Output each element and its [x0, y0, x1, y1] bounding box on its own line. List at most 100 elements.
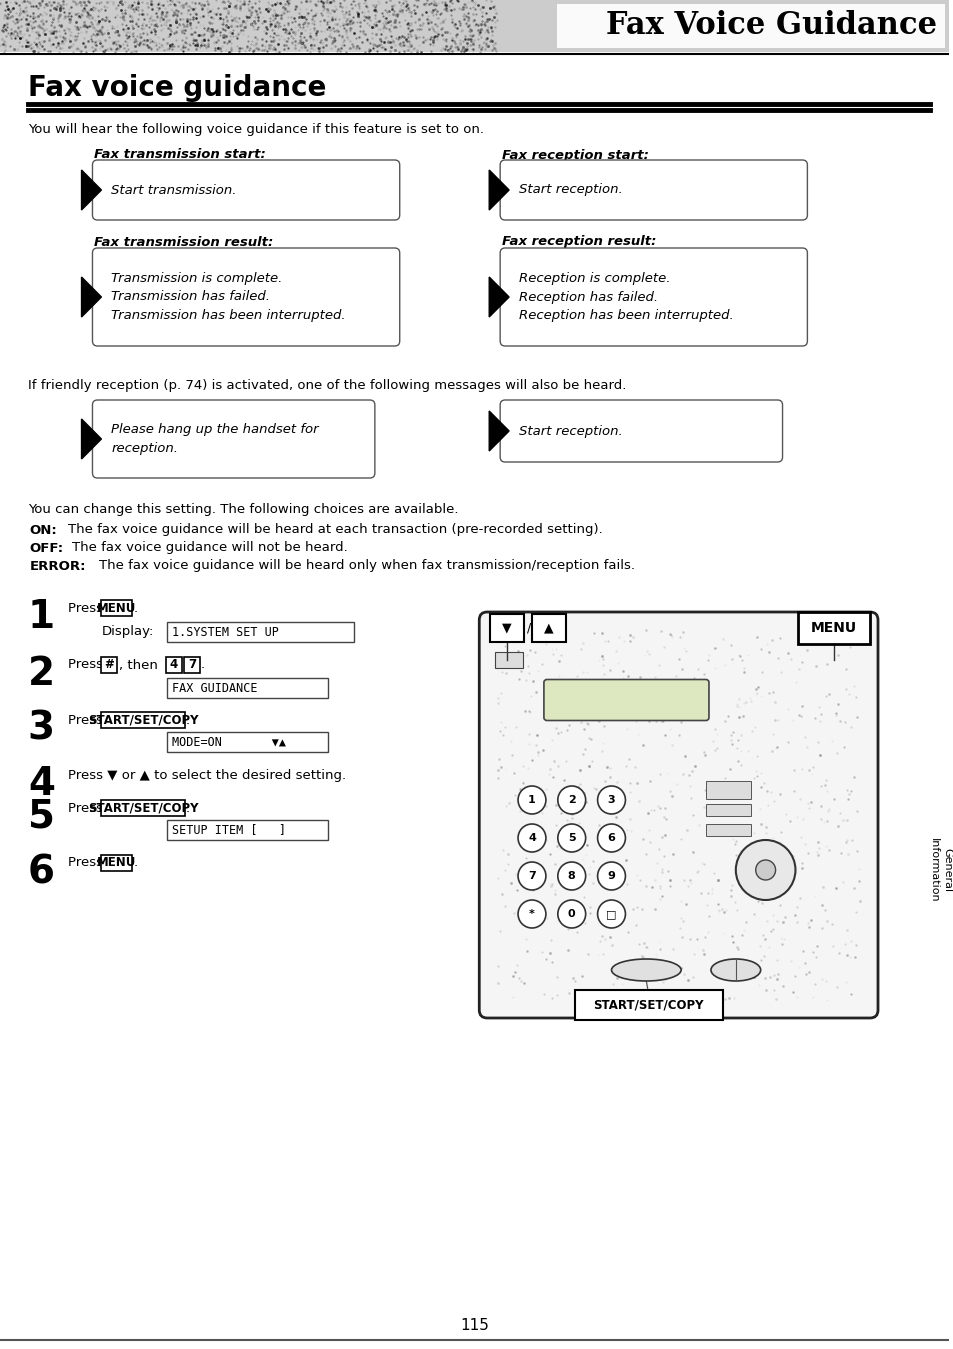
Text: 1: 1 — [528, 795, 536, 805]
Bar — [705, 824, 750, 836]
Text: .: . — [186, 714, 190, 727]
Text: 3: 3 — [28, 710, 55, 747]
Text: START/SET/COPY: START/SET/COPY — [88, 714, 198, 727]
Text: The fax voice guidance will be heard at each transaction (pre-recorded setting).: The fax voice guidance will be heard at … — [68, 523, 601, 537]
Polygon shape — [81, 170, 101, 210]
Text: *: * — [529, 909, 535, 919]
Bar — [705, 781, 750, 799]
Bar — [705, 804, 750, 816]
Text: Start reception.: Start reception. — [518, 183, 622, 197]
Polygon shape — [81, 277, 101, 317]
Text: ERROR:: ERROR: — [30, 560, 86, 572]
FancyBboxPatch shape — [92, 248, 399, 345]
Circle shape — [755, 861, 775, 880]
Text: 8: 8 — [567, 871, 575, 881]
Text: Press: Press — [68, 857, 107, 870]
Text: START/SET/COPY: START/SET/COPY — [88, 801, 198, 815]
Text: 4: 4 — [527, 832, 536, 843]
FancyBboxPatch shape — [499, 401, 781, 461]
FancyBboxPatch shape — [101, 600, 132, 616]
Circle shape — [517, 900, 545, 928]
Text: 2: 2 — [28, 656, 55, 693]
Text: The fax voice guidance will be heard only when fax transmission/reception fails.: The fax voice guidance will be heard onl… — [99, 560, 635, 572]
Text: Start reception.: Start reception. — [518, 425, 622, 437]
Text: Fax voice guidance: Fax voice guidance — [28, 74, 326, 103]
Text: 7: 7 — [528, 871, 536, 881]
Text: General
Information: General Information — [928, 838, 951, 902]
Text: ▼: ▼ — [502, 622, 512, 634]
Text: 9: 9 — [607, 871, 615, 881]
Text: Start transmission.: Start transmission. — [112, 183, 236, 197]
Polygon shape — [81, 420, 101, 459]
Circle shape — [517, 786, 545, 813]
Text: FAX GUIDANCE: FAX GUIDANCE — [172, 681, 257, 695]
Text: .: . — [186, 801, 190, 815]
Text: .: . — [133, 602, 137, 615]
FancyBboxPatch shape — [101, 657, 116, 673]
Text: MENU: MENU — [97, 857, 136, 870]
Circle shape — [517, 824, 545, 853]
Text: Fax transmission start:: Fax transmission start: — [94, 148, 266, 162]
Text: 0: 0 — [567, 909, 575, 919]
FancyBboxPatch shape — [101, 800, 185, 816]
Circle shape — [517, 862, 545, 890]
Text: 6: 6 — [607, 832, 615, 843]
Text: The fax voice guidance will not be heard.: The fax voice guidance will not be heard… — [71, 541, 347, 554]
Text: 6: 6 — [28, 853, 54, 890]
FancyBboxPatch shape — [167, 622, 354, 642]
Text: 5: 5 — [28, 799, 54, 836]
FancyBboxPatch shape — [490, 614, 523, 642]
Circle shape — [735, 840, 795, 900]
Text: Press: Press — [68, 658, 107, 672]
FancyBboxPatch shape — [532, 614, 565, 642]
Circle shape — [558, 824, 585, 853]
Bar — [557, 4, 943, 49]
Ellipse shape — [710, 959, 760, 981]
Polygon shape — [489, 411, 509, 451]
FancyBboxPatch shape — [167, 820, 328, 840]
Text: Press: Press — [68, 602, 107, 615]
Circle shape — [558, 786, 585, 813]
Text: Reception is complete.
Reception has failed.
Reception has been interrupted.: Reception is complete. Reception has fai… — [518, 272, 733, 322]
Text: ON:: ON: — [30, 523, 57, 537]
Text: 1.SYSTEM SET UP: 1.SYSTEM SET UP — [172, 626, 278, 638]
Text: If friendly reception (p. 74) is activated, one of the following messages will a: If friendly reception (p. 74) is activat… — [28, 379, 625, 391]
Text: START/SET/COPY: START/SET/COPY — [593, 998, 702, 1012]
Text: You will hear the following voice guidance if this feature is set to on.: You will hear the following voice guidan… — [28, 124, 483, 136]
Text: 2: 2 — [567, 795, 575, 805]
Text: Please hang up the handset for
reception.: Please hang up the handset for reception… — [112, 424, 318, 455]
Text: , then: , then — [118, 658, 162, 672]
Text: MENU: MENU — [97, 602, 136, 615]
Text: 5: 5 — [567, 832, 575, 843]
Text: .: . — [133, 857, 137, 870]
Ellipse shape — [611, 959, 680, 981]
Circle shape — [597, 824, 625, 853]
Text: Press ▼ or ▲ to select the desired setting.: Press ▼ or ▲ to select the desired setti… — [68, 769, 345, 781]
Text: MODE=ON       ▼▲: MODE=ON ▼▲ — [172, 735, 286, 749]
Circle shape — [597, 786, 625, 813]
Text: MENU: MENU — [810, 621, 857, 635]
Text: 1: 1 — [28, 598, 55, 635]
FancyBboxPatch shape — [92, 161, 399, 220]
Polygon shape — [489, 277, 509, 317]
FancyBboxPatch shape — [574, 990, 722, 1020]
Text: 4: 4 — [170, 658, 178, 672]
Text: Fax transmission result:: Fax transmission result: — [94, 236, 274, 248]
FancyBboxPatch shape — [101, 712, 185, 728]
Text: Press: Press — [68, 714, 107, 727]
FancyBboxPatch shape — [798, 612, 869, 643]
Text: Press: Press — [68, 801, 107, 815]
Text: Fax Voice Guidance: Fax Voice Guidance — [605, 11, 936, 42]
Text: □: □ — [606, 909, 617, 919]
Text: Fax reception start:: Fax reception start: — [501, 148, 648, 162]
Text: 7: 7 — [188, 658, 196, 672]
Circle shape — [558, 862, 585, 890]
FancyBboxPatch shape — [184, 657, 199, 673]
Text: You can change this setting. The following choices are available.: You can change this setting. The followi… — [28, 503, 457, 517]
FancyBboxPatch shape — [499, 161, 806, 220]
FancyBboxPatch shape — [478, 612, 877, 1018]
Bar — [0, 0, 947, 53]
FancyBboxPatch shape — [167, 679, 328, 697]
Bar — [495, 652, 522, 668]
Text: 115: 115 — [459, 1318, 488, 1333]
